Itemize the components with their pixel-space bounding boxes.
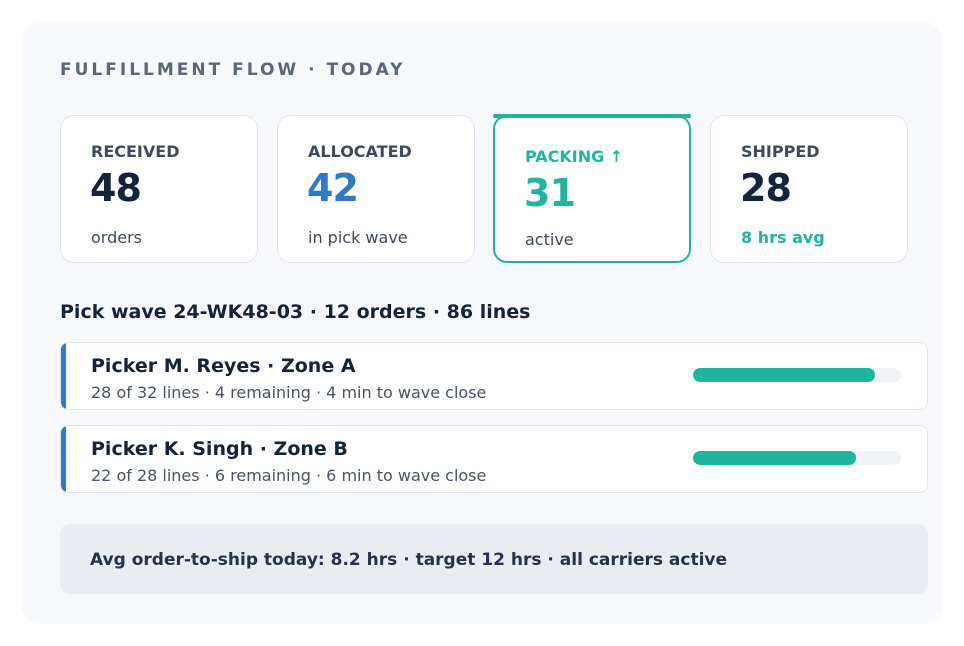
- card-label: SHIPPED: [741, 142, 820, 161]
- card-received[interactable]: RECEIVED 48 orders: [60, 115, 258, 263]
- card-value: 48: [90, 166, 142, 210]
- card-allocated[interactable]: ALLOCATED 42 in pick wave: [277, 115, 475, 263]
- card-shipped[interactable]: SHIPPED 28 8 hrs avg: [710, 115, 908, 263]
- card-sub: in pick wave: [308, 228, 408, 247]
- card-label: ALLOCATED: [308, 142, 412, 161]
- picker-accent-bar: [61, 343, 66, 409]
- picker-row-reyes[interactable]: Picker M. Reyes · Zone A 28 of 32 lines …: [60, 342, 928, 410]
- picker-name: Picker M. Reyes · Zone A: [91, 355, 356, 377]
- picker-name: Picker K. Singh · Zone B: [91, 438, 348, 460]
- picker-accent-bar: [61, 426, 66, 492]
- card-sub: active: [525, 230, 574, 249]
- card-sub: 8 hrs avg: [741, 228, 825, 247]
- progress-bar: [693, 368, 901, 382]
- panel-title: FULFILLMENT FLOW · TODAY: [60, 60, 406, 80]
- card-label: RECEIVED: [91, 142, 180, 161]
- card-value: 28: [740, 166, 792, 210]
- card-sub: orders: [91, 228, 142, 247]
- picker-detail: 28 of 32 lines · 4 remaining · 4 min to …: [91, 383, 487, 402]
- picker-row-singh[interactable]: Picker K. Singh · Zone B 22 of 28 lines …: [60, 425, 928, 493]
- summary-text: Avg order-to-ship today: 8.2 hrs · targe…: [90, 550, 728, 570]
- picker-detail: 22 of 28 lines · 6 remaining · 6 min to …: [91, 466, 487, 485]
- card-value: 42: [307, 166, 359, 210]
- card-label: PACKING ↑: [525, 147, 624, 166]
- fulfillment-panel: FULFILLMENT FLOW · TODAY RECEIVED 48 ord…: [22, 22, 942, 624]
- summary-footer: Avg order-to-ship today: 8.2 hrs · targe…: [60, 524, 928, 594]
- active-card-accent: [493, 114, 691, 118]
- progress-fill: [693, 451, 857, 465]
- card-packing[interactable]: PACKING ↑ 31 active: [493, 114, 691, 263]
- card-value: 31: [524, 171, 576, 215]
- progress-bar: [693, 451, 901, 465]
- progress-fill: [693, 368, 875, 382]
- pick-wave-heading: Pick wave 24-WK48-03 · 12 orders · 86 li…: [60, 301, 531, 323]
